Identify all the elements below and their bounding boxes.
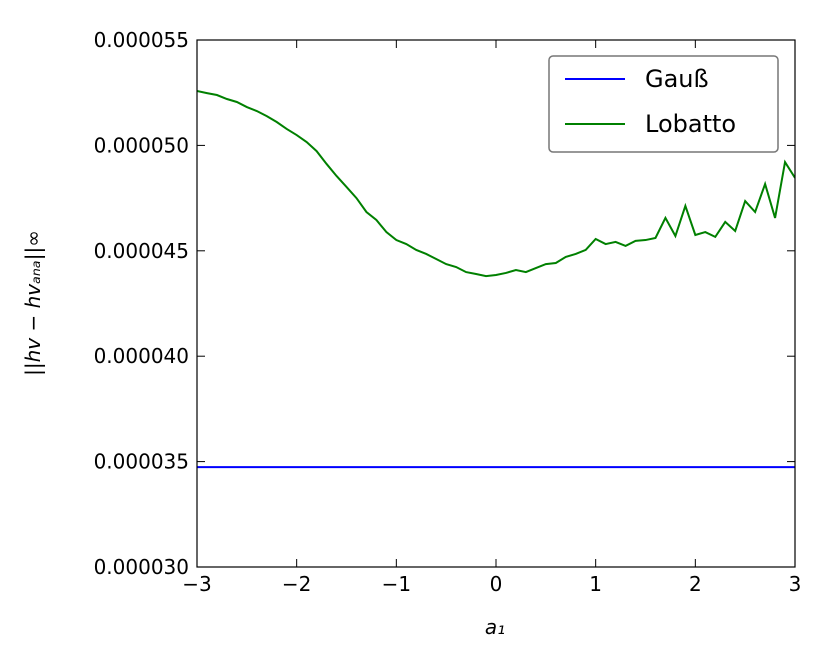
y-tick-label: 0.000035	[94, 450, 189, 474]
y-axis-label: ||hv − hvₐₙₐ||∞	[21, 230, 45, 376]
y-tick-label: 0.000045	[94, 239, 189, 263]
y-tick-label: 0.000055	[94, 28, 189, 52]
y-tick-label: 0.000030	[94, 555, 189, 579]
x-tick-label: 3	[789, 572, 802, 596]
x-tick-label: −2	[282, 572, 311, 596]
legend-label: Lobatto	[645, 110, 736, 138]
plot-area	[197, 90, 795, 469]
x-tick-label: 2	[689, 572, 702, 596]
line	[197, 90, 795, 278]
x-tick-label: 0	[490, 572, 503, 596]
x-axis-label: a₁	[485, 615, 505, 639]
y-tick-label: 0.000040	[94, 344, 189, 368]
x-tick-label: 1	[589, 572, 602, 596]
x-tick-label: −1	[382, 572, 411, 596]
y-tick-label: 0.000050	[94, 133, 189, 157]
plot-frame	[196, 39, 796, 568]
legend-label: Gauß	[645, 65, 709, 93]
x-tick-label: −3	[182, 572, 211, 596]
